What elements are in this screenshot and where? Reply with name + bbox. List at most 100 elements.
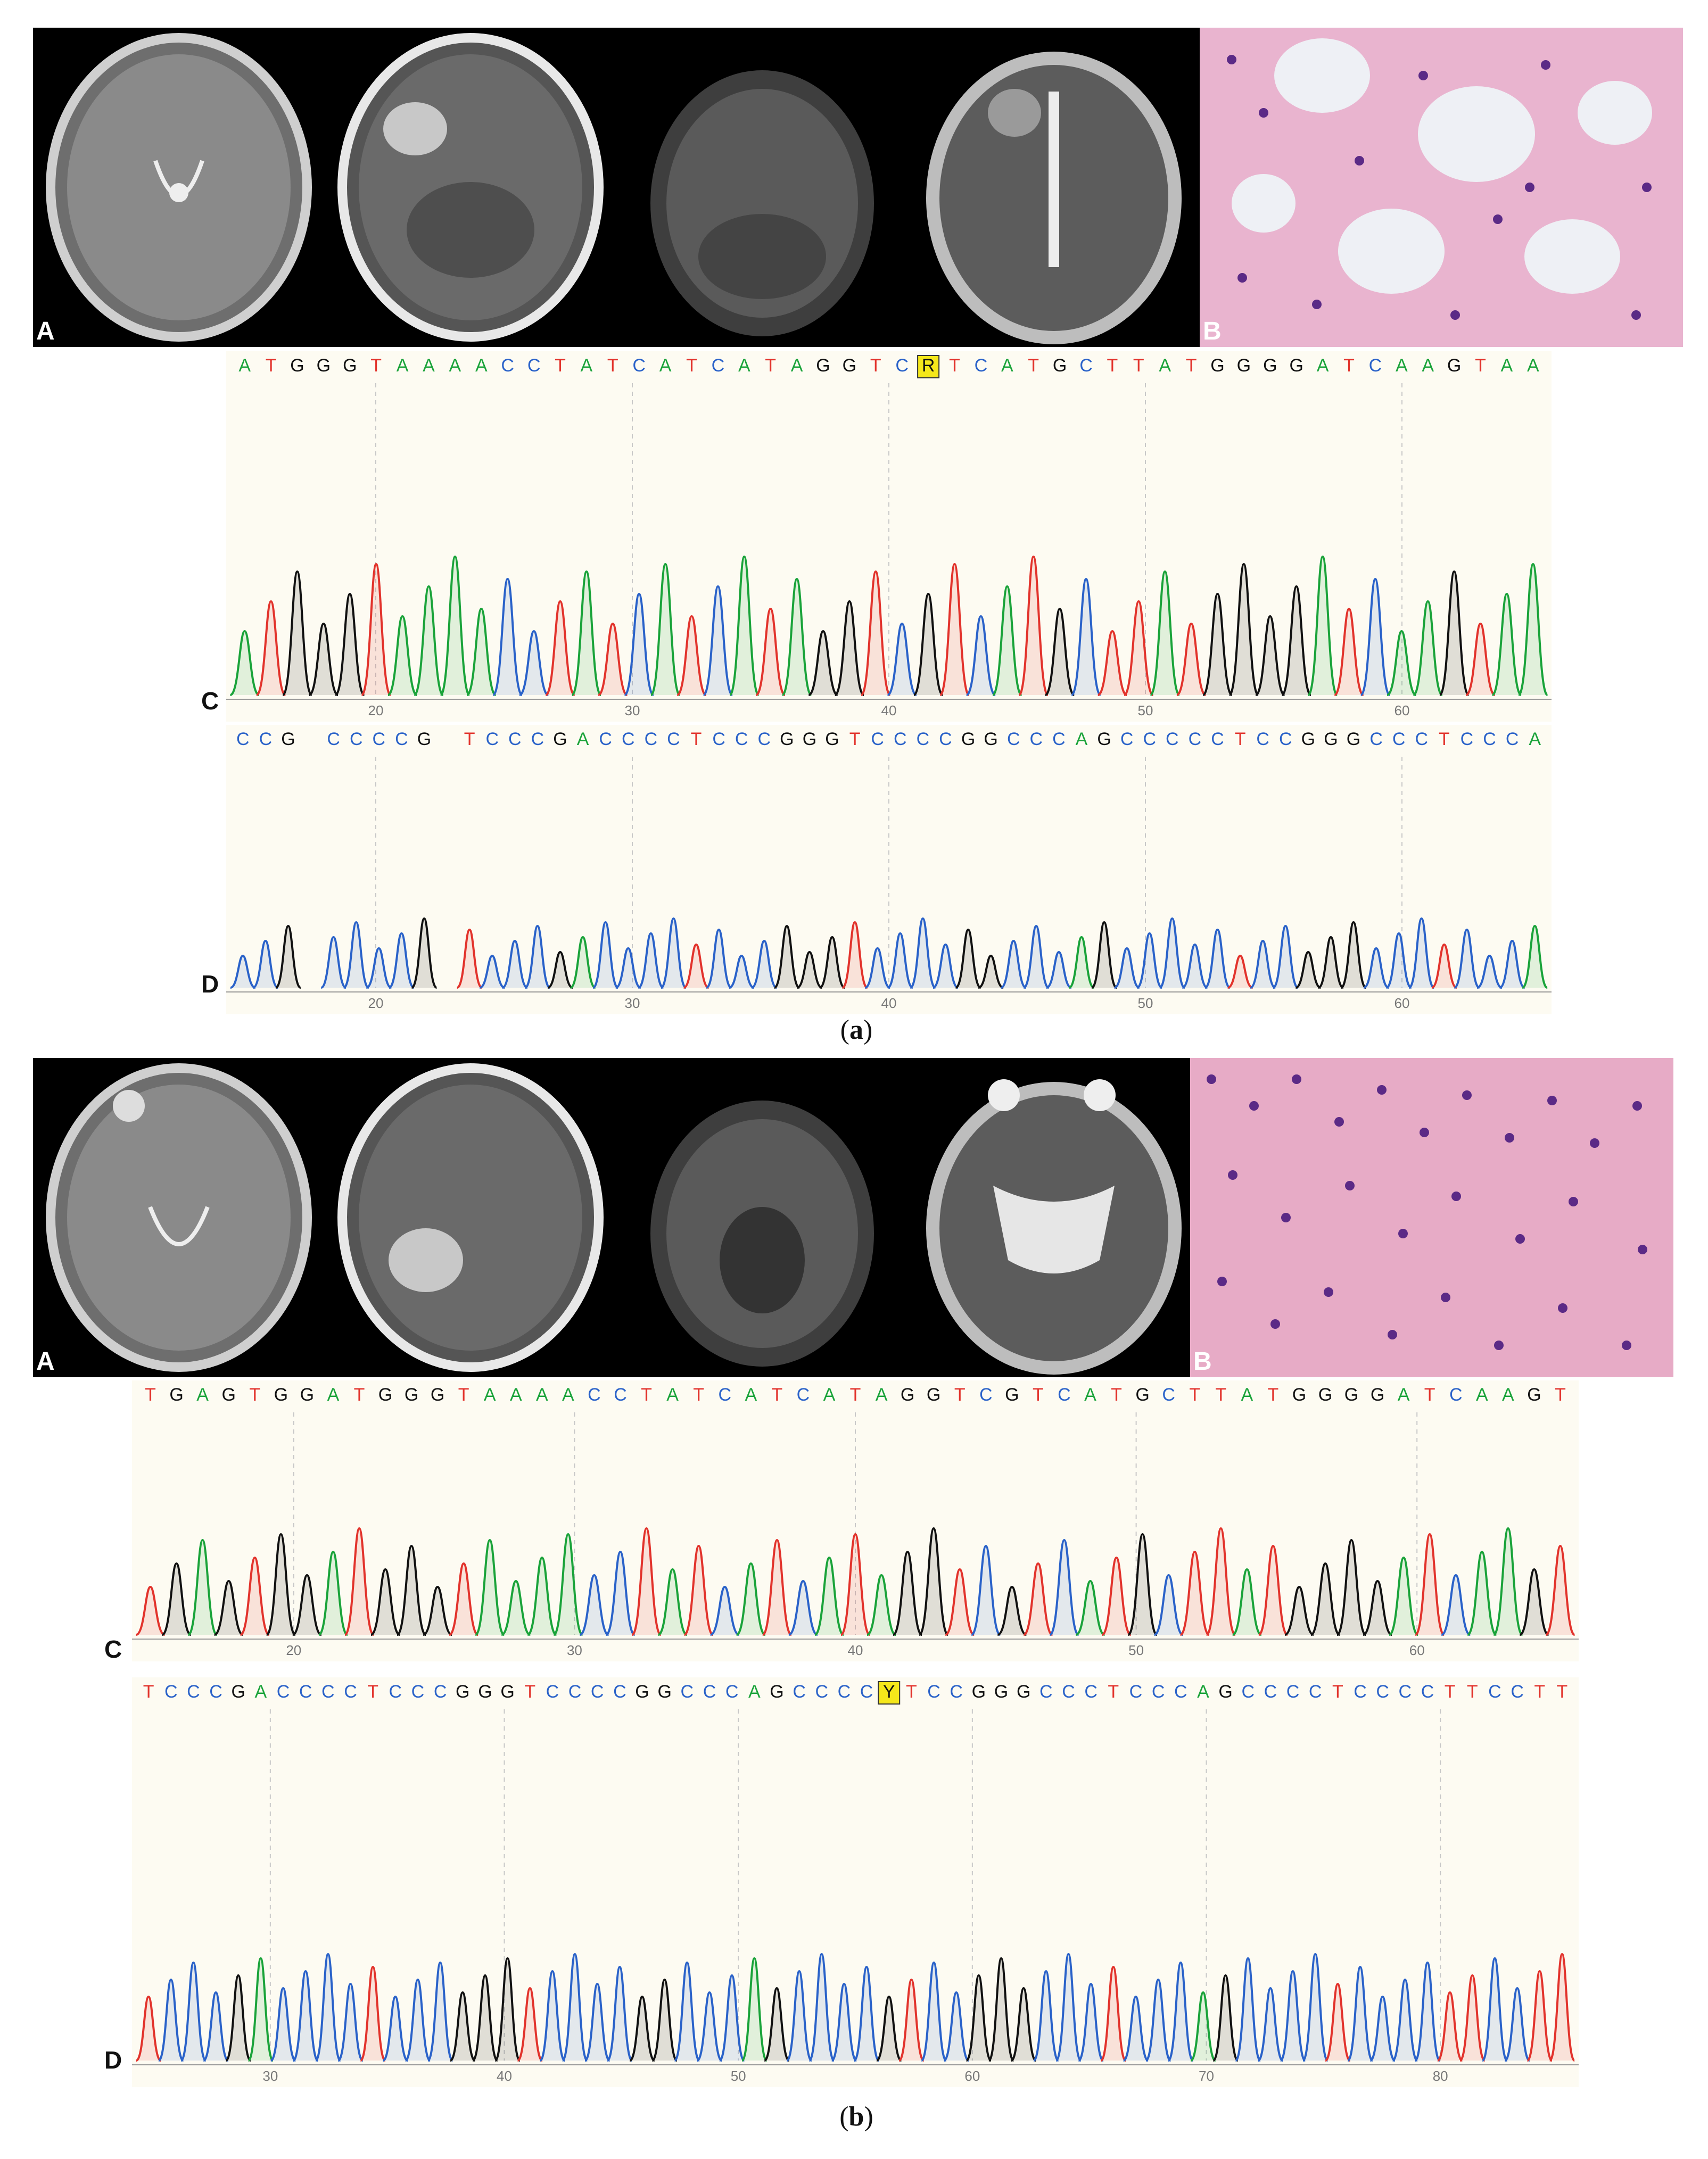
base-call: C bbox=[187, 1682, 200, 1702]
base-call: T bbox=[1215, 1385, 1226, 1405]
trace-peak bbox=[203, 1991, 229, 2062]
base-call: T bbox=[458, 1385, 469, 1405]
trace-peak bbox=[1545, 1544, 1575, 1636]
trace-peak bbox=[343, 921, 369, 989]
position-tick-label: 40 bbox=[881, 702, 897, 718]
base-call: T bbox=[1133, 355, 1144, 376]
base-call: T bbox=[354, 1385, 365, 1405]
trace-peak bbox=[1363, 947, 1389, 989]
base-call: A bbox=[581, 355, 593, 376]
chromatogram-c-a: 20 30 40 50 60 A T G G G T A A A A C C T A T C A T C A T A G G T C R T C A… bbox=[226, 351, 1552, 722]
trace-peak bbox=[180, 1961, 207, 2062]
base-call: C bbox=[718, 1385, 731, 1405]
trace-peak bbox=[213, 1579, 244, 1636]
trace-peak bbox=[1324, 1982, 1351, 2062]
trace-peak bbox=[1387, 630, 1417, 696]
base-call: A bbox=[745, 1385, 757, 1405]
base-call: G bbox=[1017, 1682, 1030, 1702]
base-call: C bbox=[344, 1682, 357, 1702]
trace-peak bbox=[853, 1965, 880, 2062]
trace-peak bbox=[729, 555, 760, 696]
base-call: C bbox=[894, 729, 907, 749]
base-call: C bbox=[1421, 1682, 1434, 1702]
trace-peak bbox=[1467, 1550, 1497, 1636]
trace-peak bbox=[1055, 1953, 1082, 2062]
base-call: C bbox=[327, 729, 340, 749]
trace-peak bbox=[808, 630, 838, 696]
trace-peak bbox=[1144, 1978, 1172, 2062]
base-call: C bbox=[979, 1385, 993, 1405]
base-call: G bbox=[378, 1385, 392, 1405]
base-call: A bbox=[748, 1682, 761, 1702]
trace-peak bbox=[706, 928, 732, 989]
base-call: A bbox=[449, 355, 461, 376]
trace-peak bbox=[840, 1533, 871, 1636]
base-call: C bbox=[568, 1682, 582, 1702]
trace-peak bbox=[623, 592, 655, 696]
position-tick-label: 50 bbox=[731, 2068, 746, 2084]
trace-peak bbox=[1000, 939, 1027, 989]
base-call: G bbox=[1135, 1385, 1149, 1405]
base-call: C bbox=[599, 729, 612, 749]
base-call: A bbox=[562, 1385, 574, 1405]
base-call: G bbox=[1053, 355, 1067, 376]
base-call: C bbox=[725, 1682, 739, 1702]
trace-peak bbox=[1257, 1987, 1284, 2062]
trace-peak bbox=[1255, 615, 1285, 696]
base-call: C bbox=[389, 1682, 402, 1702]
trace-label-d: D bbox=[104, 2046, 122, 2074]
trace-peak bbox=[1113, 947, 1140, 989]
base-call: A bbox=[1197, 1682, 1209, 1702]
base-call: A bbox=[484, 1385, 496, 1405]
base-call: C bbox=[712, 355, 725, 376]
trace-peak bbox=[247, 1957, 275, 2062]
trace-peak bbox=[387, 615, 418, 696]
base-call: C bbox=[1052, 729, 1066, 749]
trace-peak bbox=[887, 622, 917, 696]
base-call: T bbox=[555, 355, 566, 376]
trace-peak bbox=[1075, 1579, 1105, 1636]
trace-peak bbox=[366, 947, 392, 989]
trace-peak bbox=[404, 1978, 432, 2062]
trace-peak bbox=[763, 1987, 790, 2062]
base-call: G bbox=[290, 355, 304, 376]
base-call: G bbox=[1324, 729, 1338, 749]
trace-peak bbox=[649, 563, 681, 696]
base-call: T bbox=[143, 1682, 154, 1702]
base-call: C bbox=[613, 1682, 626, 1702]
trace-peak bbox=[240, 1556, 270, 1636]
trace-peak bbox=[275, 924, 302, 989]
position-tick-label: 60 bbox=[964, 2068, 980, 2084]
position-tick-label: 60 bbox=[1409, 1642, 1425, 1658]
variant-highlight bbox=[917, 355, 940, 378]
caption-b: (b) bbox=[839, 2102, 873, 2132]
trace-peak bbox=[1068, 936, 1095, 989]
trace-peak bbox=[1476, 954, 1503, 989]
base-call: C bbox=[546, 1682, 559, 1702]
base-call: G bbox=[417, 729, 431, 749]
trace-peak bbox=[702, 585, 734, 696]
trace-peak bbox=[1179, 1550, 1210, 1636]
base-call: C bbox=[1241, 1682, 1255, 1702]
trace-peak bbox=[1091, 921, 1118, 989]
base-call: G bbox=[221, 1385, 235, 1405]
trace-peak bbox=[1519, 1568, 1549, 1636]
base-call: T bbox=[691, 729, 702, 749]
base-call: T bbox=[1108, 1682, 1119, 1702]
trace-peak bbox=[1010, 1987, 1037, 2062]
base-call: C bbox=[681, 1682, 694, 1702]
trace-peak bbox=[1212, 1974, 1239, 2062]
base-call: C bbox=[1030, 729, 1043, 749]
trace-peak bbox=[449, 1991, 476, 2062]
trace-peak bbox=[382, 1995, 409, 2062]
trace-peak bbox=[910, 917, 936, 989]
base-call: A bbox=[577, 729, 589, 749]
trace-peak bbox=[736, 1562, 766, 1636]
trace-peak bbox=[1437, 1991, 1463, 2062]
base-call: C bbox=[614, 1385, 627, 1405]
position-tick-label: 60 bbox=[1395, 995, 1410, 1011]
trace-peak bbox=[344, 1527, 375, 1636]
base-call: C bbox=[277, 1682, 290, 1702]
base-call: T bbox=[145, 1385, 156, 1405]
base-call: A bbox=[1527, 355, 1539, 376]
